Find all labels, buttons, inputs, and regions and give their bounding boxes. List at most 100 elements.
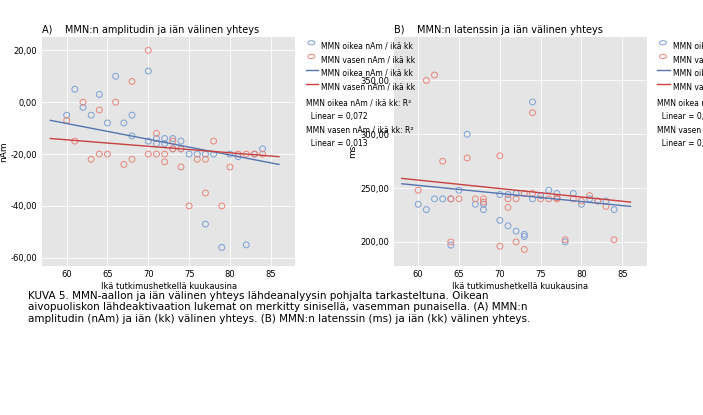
Point	[551, 195, 562, 201]
Point	[102, 120, 113, 126]
Point	[208, 151, 219, 157]
Point	[192, 156, 203, 163]
Point	[592, 198, 603, 204]
Point	[110, 73, 122, 80]
Point	[470, 195, 481, 202]
Point	[77, 99, 89, 105]
Point	[143, 151, 154, 157]
Point	[510, 195, 522, 202]
Point	[494, 217, 505, 224]
Point	[200, 190, 211, 196]
Point	[453, 187, 465, 193]
Point	[527, 195, 538, 202]
Point	[216, 244, 227, 251]
Point	[240, 242, 252, 248]
Point	[61, 112, 72, 118]
Point	[519, 233, 530, 240]
Text: Linear = 0,016: Linear = 0,016	[657, 112, 703, 121]
Text: A)    MMN:n amplitudin ja iän välinen yhteys: A) MMN:n amplitudin ja iän välinen yhtey…	[42, 25, 259, 35]
Point	[462, 155, 473, 161]
Text: MMN vasen nAm / ikä kk: R²: MMN vasen nAm / ikä kk: R²	[306, 126, 413, 135]
Text: MMN oikea ms / ikä kk: MMN oikea ms / ikä kk	[673, 42, 703, 51]
Point	[233, 153, 244, 160]
Point	[527, 190, 538, 197]
Point	[609, 237, 620, 243]
Point	[519, 190, 530, 197]
Point	[93, 91, 105, 98]
Point	[478, 195, 489, 202]
Point	[192, 151, 203, 157]
Point	[543, 187, 555, 193]
Point	[527, 99, 538, 105]
Point	[420, 206, 432, 213]
Point	[151, 135, 162, 142]
Point	[576, 198, 587, 204]
Text: MMN vasen nAm / ikä kk: MMN vasen nAm / ikä kk	[321, 83, 415, 92]
Point	[127, 78, 138, 85]
Point	[102, 151, 113, 157]
Point	[127, 112, 138, 118]
Text: MMN vasen ms / ikä kk: MMN vasen ms / ikä kk	[673, 55, 703, 64]
Point	[175, 146, 186, 152]
Point	[69, 138, 80, 144]
Point	[77, 104, 89, 111]
Point	[224, 164, 236, 170]
Text: MMN oikea ms / ikä kk: R²: MMN oikea ms / ikä kk: R²	[657, 98, 703, 107]
Point	[151, 130, 162, 137]
Point	[175, 138, 186, 144]
Y-axis label: ms: ms	[348, 145, 357, 158]
Point	[240, 151, 252, 157]
Point	[453, 195, 465, 202]
Point	[143, 47, 154, 54]
Point	[584, 192, 595, 199]
Point	[420, 77, 432, 84]
Text: Linear = 0,016: Linear = 0,016	[657, 139, 703, 149]
Point	[175, 146, 186, 152]
Point	[200, 221, 211, 227]
Text: MMN vasen ms / ikä kk: MMN vasen ms / ikä kk	[673, 83, 703, 92]
Point	[551, 195, 562, 201]
Point	[257, 151, 269, 157]
Point	[93, 151, 105, 157]
Point	[592, 198, 603, 204]
X-axis label: Ikä tutkimushetkellä kuukausina: Ikä tutkimushetkellä kuukausina	[452, 282, 588, 291]
Point	[167, 138, 179, 144]
Point	[183, 151, 195, 157]
Point	[510, 190, 522, 197]
Point	[143, 138, 154, 144]
Point	[437, 195, 449, 202]
Text: B)    MMN:n latenssin ja iän välinen yhteys: B) MMN:n latenssin ja iän välinen yhteys	[394, 25, 602, 35]
Point	[110, 99, 122, 105]
Point	[216, 203, 227, 209]
Point	[494, 191, 505, 198]
Text: MMN oikea ms / ikä kk: MMN oikea ms / ikä kk	[673, 69, 703, 78]
Point	[510, 239, 522, 245]
Point	[470, 201, 481, 208]
Point	[535, 192, 546, 199]
Point	[200, 156, 211, 163]
Text: MMN vasen ms / ikä kk: R²: MMN vasen ms / ikä kk: R²	[657, 126, 703, 135]
Point	[567, 190, 579, 197]
Point	[167, 146, 179, 152]
Point	[503, 204, 514, 211]
Point	[118, 120, 129, 126]
Point	[127, 156, 138, 163]
Point	[86, 156, 97, 163]
Text: MMN oikea nAm / ikä kk: MMN oikea nAm / ikä kk	[321, 42, 413, 51]
Point	[494, 152, 505, 159]
Point	[510, 228, 522, 234]
Point	[159, 159, 170, 165]
Point	[445, 242, 456, 249]
Point	[224, 151, 236, 157]
Point	[413, 187, 424, 193]
Text: Linear = 0,013: Linear = 0,013	[306, 139, 368, 149]
Point	[551, 195, 562, 202]
Point	[257, 146, 269, 152]
Point	[560, 237, 571, 243]
Point	[200, 151, 211, 157]
Point	[233, 151, 244, 157]
Point	[151, 140, 162, 147]
Point	[519, 231, 530, 238]
Point	[159, 140, 170, 147]
Text: MMN oikea nAm / ikä kk: R²: MMN oikea nAm / ikä kk: R²	[306, 98, 411, 107]
